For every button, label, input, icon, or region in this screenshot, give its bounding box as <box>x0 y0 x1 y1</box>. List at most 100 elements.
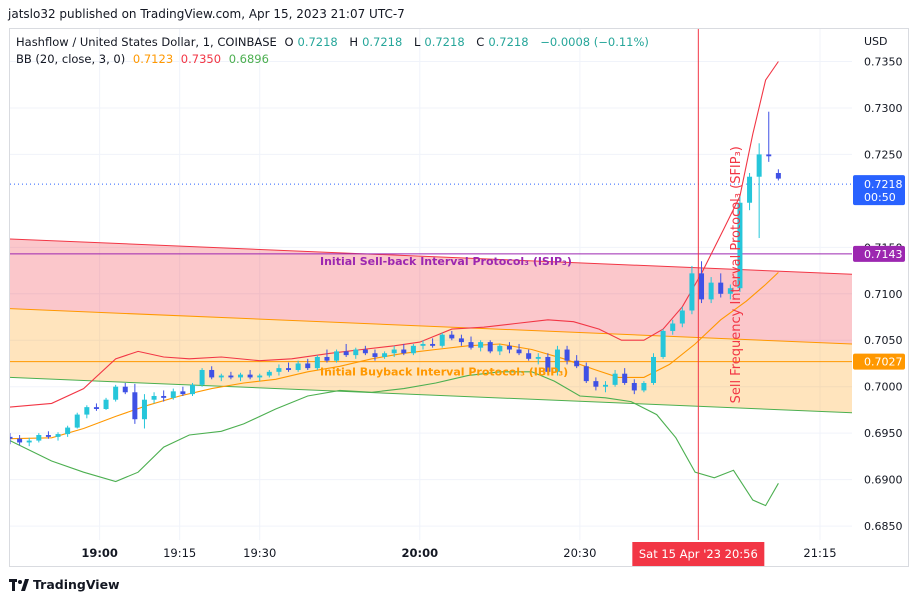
countdown-label: 00:50 <box>864 191 896 204</box>
candle-body <box>679 310 685 324</box>
candle-body <box>247 374 253 378</box>
level-price-badge <box>853 245 905 262</box>
candle-body <box>199 369 205 385</box>
candle-body <box>612 373 618 385</box>
candle-body <box>257 375 263 378</box>
candle-body <box>305 363 311 369</box>
isip-zone-top-line <box>10 238 852 275</box>
bb-basis-line <box>10 272 779 440</box>
y-tick-label: 0.7250 <box>864 148 903 161</box>
tradingview-footer[interactable]: TradingView <box>9 577 120 592</box>
candle-body <box>535 356 541 359</box>
candle-body <box>766 154 772 157</box>
candle-body <box>449 334 455 339</box>
publish-info: jatslo32 published on TradingView.com, A… <box>8 7 405 21</box>
candle-body <box>161 395 167 398</box>
chart-frame[interactable] <box>9 28 909 567</box>
candle-body <box>718 282 724 294</box>
candle-body <box>506 345 512 350</box>
candle-body <box>209 369 215 378</box>
candle-body <box>238 374 244 378</box>
candle-body <box>65 427 71 435</box>
candle-body <box>74 414 80 428</box>
candle-body <box>45 435 51 437</box>
candle-body <box>36 435 42 441</box>
x-tick-label: 21:15 <box>803 546 836 560</box>
candle-body <box>286 368 292 370</box>
candle-body <box>401 349 407 354</box>
candle-body <box>699 273 705 300</box>
candle-body <box>141 399 147 420</box>
level-price-badge <box>853 353 905 370</box>
candle-body <box>622 373 628 383</box>
y-tick-label: 0.7100 <box>864 288 903 301</box>
candle-body <box>468 342 474 348</box>
candle-body <box>775 173 781 179</box>
brand-name: TradingView <box>33 577 120 592</box>
candle-body <box>641 382 647 391</box>
candle-body <box>382 353 388 357</box>
candle-body <box>189 384 195 395</box>
candle-body <box>391 349 397 354</box>
x-tick-label: 19:15 <box>163 546 196 560</box>
candle-body <box>526 353 532 359</box>
candle-body <box>132 392 138 420</box>
bb-basis-value: 0.7123 <box>132 52 174 66</box>
candle-body <box>324 356 330 361</box>
candle-body <box>180 391 186 395</box>
open-value: 0.7218 <box>297 35 338 49</box>
plot-area <box>10 29 852 540</box>
high-label: H <box>349 35 359 49</box>
change-value: −0.0008 (−0.11%) <box>540 35 649 49</box>
candle-body <box>266 371 272 376</box>
close-label: C <box>476 35 485 49</box>
candle-body <box>574 360 580 367</box>
open-label: O <box>284 35 294 49</box>
y-tick-label: 0.6850 <box>864 520 903 533</box>
low-value: 0.7218 <box>424 35 465 49</box>
candle-body <box>583 366 589 382</box>
candle-body <box>660 330 666 357</box>
candle-body <box>497 345 503 352</box>
candle-body <box>564 349 570 361</box>
symbol-legend[interactable]: Hashflow / United States Dollar, 1, COIN… <box>16 35 653 49</box>
candle-body <box>727 288 733 294</box>
candle-body <box>362 349 368 354</box>
candle-body <box>103 399 109 409</box>
candle-body <box>372 353 378 357</box>
x-tick-label: 20:30 <box>563 546 596 560</box>
candle-body <box>487 342 493 352</box>
candle-body <box>478 342 484 348</box>
bb-lower-value: 0.6896 <box>228 52 269 66</box>
bb-upper-value: 0.7350 <box>180 52 222 66</box>
bb-label: BB (20, close, 3, 0) <box>16 52 126 66</box>
candle-body <box>84 407 90 415</box>
candle-body <box>737 202 743 289</box>
bb-legend[interactable]: BB (20, close, 3, 0) 0.7123 0.7350 0.689… <box>16 52 273 66</box>
candle-body <box>458 338 464 343</box>
candle-body <box>276 368 282 372</box>
candle-body <box>26 440 32 443</box>
candle-body <box>593 381 599 387</box>
candle-body <box>708 282 714 300</box>
candle-body <box>93 407 99 409</box>
candle-body <box>430 343 436 346</box>
candle-body <box>228 375 234 378</box>
candle-body <box>10 436 13 439</box>
y-tick-label: 0.7050 <box>864 334 903 347</box>
ibip-zone-top-line <box>10 308 852 345</box>
candle-body <box>170 391 176 398</box>
bb-upper-line <box>10 61 779 408</box>
level-price-label: 0.7027 <box>864 356 903 369</box>
candle-body <box>113 386 119 400</box>
candle-body <box>439 334 445 346</box>
current-price-label: 0.7218 <box>864 178 903 191</box>
high-value: 0.7218 <box>362 35 403 49</box>
x-tick-label: 19:30 <box>243 546 276 560</box>
y-tick-label: 0.7300 <box>864 102 903 115</box>
x-tick-label: 20:00 <box>401 546 438 560</box>
candle-body <box>747 176 753 203</box>
candle-body <box>122 386 128 393</box>
y-tick-label: 0.6900 <box>864 474 903 487</box>
